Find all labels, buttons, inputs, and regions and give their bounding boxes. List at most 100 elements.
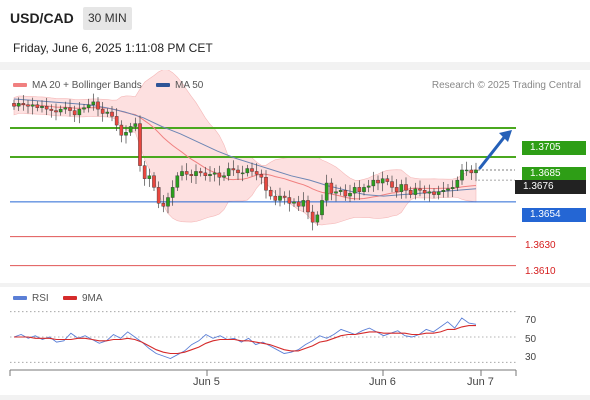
ma20-swatch	[13, 83, 27, 88]
candle-body	[49, 108, 54, 111]
candle-body	[399, 184, 404, 192]
x-tick-jun7: Jun 7	[467, 376, 494, 388]
candle-body	[161, 203, 166, 207]
candle-body	[194, 171, 198, 176]
candle-body	[259, 174, 264, 178]
candle-body	[63, 107, 68, 110]
pair-title: USD/CAD	[10, 10, 74, 26]
candle-body	[390, 181, 394, 188]
candle-body	[100, 108, 105, 114]
candle-body	[366, 185, 371, 188]
forecast-arrow-head	[499, 129, 512, 142]
candle-body	[352, 187, 357, 194]
candle-body	[175, 175, 180, 188]
candle-body	[404, 184, 408, 191]
candle-body	[105, 111, 110, 114]
candle-body	[21, 103, 26, 105]
candle-body	[240, 172, 245, 175]
candle-body	[16, 103, 21, 107]
candle-body	[231, 168, 236, 171]
candle-body	[58, 108, 63, 113]
timeframe-badge[interactable]: 30 MIN	[83, 7, 132, 30]
candle-body	[385, 178, 390, 182]
candle-body	[301, 200, 306, 207]
candle-body	[315, 214, 320, 223]
candle-body	[413, 188, 418, 195]
candle-body	[250, 168, 254, 172]
level-label-1-3610: 1.3610	[525, 266, 556, 277]
date-bar: Friday, June 6, 2025 1:11:08 PM CET	[0, 36, 590, 62]
candle-body	[474, 169, 478, 174]
candle-body	[86, 104, 91, 108]
candle-body	[464, 169, 469, 172]
candle-body	[348, 192, 352, 197]
legend-9ma-label: 9MA	[82, 293, 103, 304]
x-tick-jun5: Jun 5	[193, 376, 220, 388]
candle-body	[287, 197, 292, 204]
timestamp: Friday, June 6, 2025 1:11:08 PM CET	[13, 41, 213, 55]
candle-body	[208, 174, 212, 176]
candle-body	[166, 197, 170, 207]
candle-body	[306, 200, 310, 213]
forecast-arrow-shaft	[478, 133, 508, 170]
candle-body	[441, 190, 446, 192]
candle-body	[432, 191, 436, 195]
candle-body	[128, 126, 133, 133]
x-tick-jun6: Jun 6	[369, 376, 396, 388]
candle-body	[292, 201, 296, 204]
candle-body	[26, 104, 30, 107]
candle-body	[460, 169, 464, 181]
rsi-tick-30: 30	[525, 352, 537, 363]
candle-body	[152, 175, 156, 188]
legend-ma50: MA 50	[156, 80, 203, 91]
candle-body	[68, 107, 72, 111]
legend-rsi-label: RSI	[32, 293, 49, 304]
candle-body	[114, 116, 119, 126]
rsi-panel: RSI 9MA 70 50 30 Jun 5 Jun 6 Jun 7	[0, 287, 590, 395]
candle-body	[376, 179, 380, 184]
candle-body	[418, 188, 422, 191]
candle-body	[245, 168, 250, 174]
candle-body	[82, 107, 86, 110]
candle-body	[147, 175, 152, 179]
level-label-1-3705: 1.3705	[522, 141, 586, 155]
rsi-swatch	[13, 296, 27, 301]
candle-body	[77, 108, 82, 116]
candle-body	[156, 187, 161, 204]
candle-body	[54, 110, 58, 113]
candle-body	[124, 132, 128, 136]
candle-body	[371, 179, 376, 187]
level-label-1-3630: 1.3630	[525, 240, 556, 251]
candle-body	[469, 169, 474, 174]
candle-body	[170, 187, 175, 198]
candle-body	[324, 182, 329, 201]
candle-body	[110, 111, 114, 117]
candle-body	[436, 191, 441, 195]
candle-body	[35, 104, 40, 108]
candle-body	[142, 165, 147, 179]
candle-body	[198, 171, 203, 174]
candle-body	[180, 171, 184, 176]
candle-body	[72, 110, 77, 116]
header-bar: USD/CAD 30 MIN	[0, 0, 590, 36]
candle-body	[296, 201, 301, 207]
candle-body	[282, 195, 287, 198]
candle-body	[408, 190, 413, 195]
candle-body	[343, 190, 348, 197]
candle-body	[334, 191, 338, 194]
candle-body	[394, 187, 399, 192]
candle-body	[44, 106, 49, 110]
candle-body	[119, 124, 124, 136]
candle-body	[310, 211, 315, 223]
candle-body	[338, 190, 343, 192]
candle-body	[455, 179, 460, 188]
last-price-label: 1.3676	[515, 180, 586, 194]
candle-body	[254, 171, 259, 175]
candle-body	[91, 101, 96, 105]
price-chart-panel: MA 20 + Bollinger Bands MA 50 Research ©…	[0, 70, 590, 283]
candle-body	[264, 177, 268, 191]
candle-body	[273, 195, 278, 201]
candle-body	[320, 200, 324, 216]
level-label-1-3654: 1.3654	[522, 208, 586, 222]
candle-body	[212, 172, 217, 175]
